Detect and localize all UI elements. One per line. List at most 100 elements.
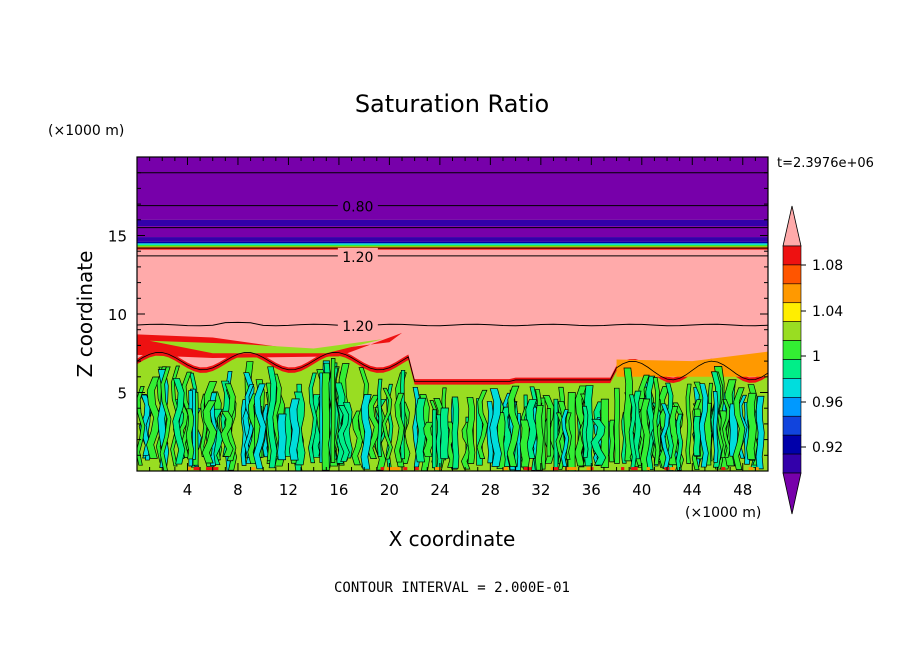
colorbar-seg-1: [782, 264, 802, 285]
plume-212: [431, 409, 437, 469]
plume-195: [337, 405, 350, 462]
plume-199: [693, 415, 701, 457]
band-6: [137, 244, 768, 247]
plume-147: [553, 398, 559, 471]
band-0: [137, 157, 768, 220]
plume-176: [506, 385, 520, 467]
plume-70: [613, 387, 621, 464]
band-1: [137, 219, 768, 227]
plume-182: [321, 372, 330, 471]
boundary-layer-field: [137, 332, 768, 471]
contour-labels: 0.80 1.20 1.20: [337, 197, 378, 335]
time-label: t=2.3976e+06: [777, 156, 874, 171]
plume-209: [546, 408, 551, 457]
surface-speck-22: [631, 467, 638, 471]
plume-188: [560, 409, 570, 468]
plume-3: [685, 383, 692, 464]
surface-speck-18: [205, 467, 213, 471]
cloud-tongue-green: [149, 339, 384, 354]
surface-speck-9: [251, 467, 256, 471]
y-unit-label: (×1000 m): [48, 123, 124, 139]
surface-speck-20: [403, 467, 408, 471]
plume-213: [253, 383, 267, 470]
x-tick-label-8: 8: [233, 481, 243, 499]
x-tick-label-24: 24: [430, 481, 449, 499]
x-tick-label-16: 16: [329, 481, 348, 499]
plume-109: [360, 394, 373, 470]
plume-118: [308, 372, 318, 464]
surface-speck-6: [380, 467, 385, 471]
y-tick-label-10: 10: [108, 306, 127, 324]
plume-174: [377, 378, 383, 457]
contour-lines: [137, 172, 768, 382]
x-tick-label-4: 4: [183, 481, 193, 499]
colorbar-seg-0: [782, 245, 802, 266]
plot-area: [137, 157, 768, 471]
plume-105: [608, 419, 615, 463]
plume-215: [220, 410, 234, 457]
surface-speck-12: [211, 467, 219, 471]
contour-label-2: 1.20: [342, 319, 373, 335]
plume-192: [185, 408, 195, 460]
colorbar-seg-10: [782, 434, 802, 455]
surface-speck-15: [392, 467, 400, 471]
x-tick-label-28: 28: [481, 481, 500, 499]
y-tick-label-5: 5: [117, 385, 127, 403]
surface-speck-14: [721, 467, 726, 471]
x-tick-label-20: 20: [380, 481, 399, 499]
plume-161: [535, 405, 544, 471]
colorbar-seg-7: [782, 378, 802, 398]
plume-114: [277, 413, 287, 461]
plume-217: [590, 418, 607, 466]
plume-54: [755, 395, 765, 470]
contour-line-cloud-edge: [137, 352, 768, 382]
colorbar-label-0: 1.08: [812, 258, 843, 274]
surface-speck-19: [566, 467, 572, 471]
x-unit-label: (×1000 m): [685, 505, 761, 521]
plume-208: [159, 366, 172, 471]
surface-speck-26: [621, 467, 625, 471]
colorbar-top-arrow: [782, 205, 802, 247]
plume-181: [628, 394, 637, 470]
plume-171: [712, 391, 719, 463]
plume-194: [288, 398, 301, 461]
plume-191: [732, 387, 746, 470]
plume-198: [640, 398, 651, 471]
band-7: [137, 246, 768, 249]
colorbar-label-3: 0.96: [812, 395, 843, 411]
x-tick-label-40: 40: [632, 481, 651, 499]
contour-interval-note: CONTOUR INTERVAL = 2.000E-01: [334, 580, 570, 596]
y-axis-label: Z coordinate: [73, 251, 97, 378]
contour-label-0: 0.80: [342, 200, 373, 216]
colorbar-label-2: 1: [812, 349, 821, 365]
contour-label-bg-2: [337, 316, 378, 333]
colorbar-seg-3: [782, 302, 802, 322]
y-axis: 5 10 15: [108, 172, 768, 456]
x-tick-label-48: 48: [733, 481, 752, 499]
surface-speck-17: [646, 467, 650, 471]
contour-label-1: 1.20: [342, 250, 373, 266]
x-axis: 4 8 12 16 20 24 28 32 36 40 44 48: [149, 157, 756, 499]
x-tick-label-36: 36: [582, 481, 601, 499]
plume-166: [266, 366, 278, 469]
plume-187: [489, 388, 502, 467]
colorbar-seg-8: [782, 397, 802, 417]
surface-speck-27: [570, 467, 577, 471]
colorbar-seg-11: [782, 453, 802, 474]
plume-185: [439, 407, 449, 459]
colorbar: 1.08 1.04 1 0.96 0.92: [782, 205, 843, 515]
contour-label-bg-0: [337, 197, 378, 214]
plume-218: [746, 392, 757, 460]
chart-title: Saturation Ratio: [355, 90, 549, 118]
plume-139: [675, 413, 684, 471]
surface-speck-10: [552, 467, 559, 471]
surface-speck-3: [502, 467, 508, 471]
plume-186: [244, 384, 255, 458]
plume-155: [381, 387, 393, 460]
colorbar-seg-6: [782, 359, 802, 379]
band-8: [137, 248, 768, 250]
x-tick-label-12: 12: [279, 481, 298, 499]
colorbar-seg-2: [782, 283, 802, 304]
plume-160: [172, 378, 186, 465]
